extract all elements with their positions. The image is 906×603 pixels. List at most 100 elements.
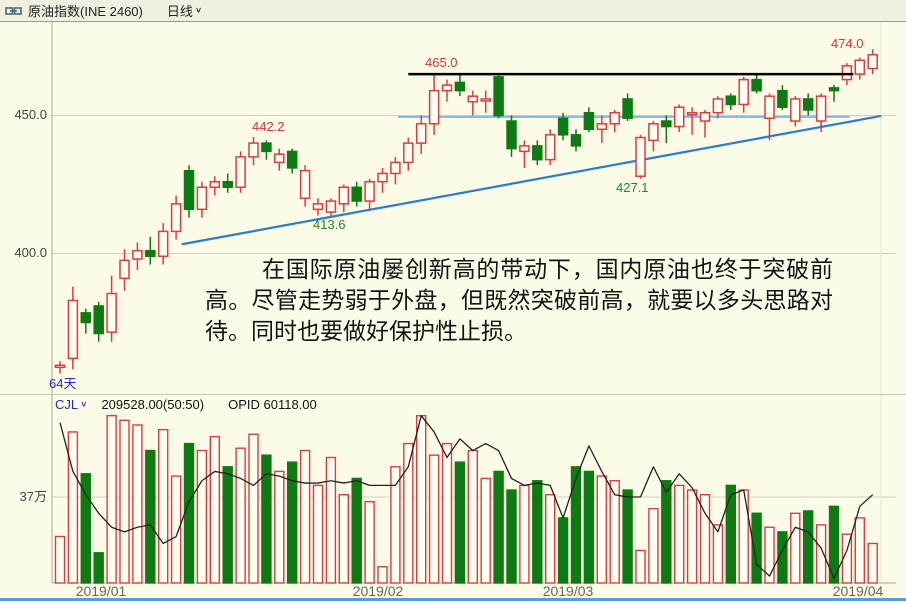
candle-body-up — [248, 142, 259, 158]
volume-bar-up — [312, 484, 324, 584]
candle-body-up — [596, 123, 608, 131]
candle-body-up — [325, 200, 337, 213]
volume-bar-up — [390, 466, 401, 584]
candle-body-down — [80, 312, 92, 324]
candle-body-down — [222, 180, 233, 189]
candle-body-up — [544, 134, 556, 161]
candle-body-up — [673, 106, 685, 128]
volume-bar-up — [248, 433, 259, 584]
candle-body-down — [506, 120, 517, 150]
period-label: 日线 — [166, 4, 193, 19]
candle-body-up — [403, 142, 414, 164]
volume-bar-down — [493, 470, 504, 584]
volume-bar-down — [80, 473, 92, 584]
candle-body-up — [209, 180, 221, 189]
annotation-peak-442: 442.2 — [252, 119, 285, 134]
volume-bar-up — [686, 489, 698, 584]
volume-bar-down — [622, 489, 633, 584]
chevron-down-icon: ∨ — [80, 400, 88, 409]
candle-body-down — [454, 81, 466, 92]
volume-bar-up — [157, 428, 169, 584]
candle-body-up — [132, 249, 143, 260]
annotation-low-427: 427.1 — [616, 180, 649, 195]
candle-body-up — [867, 54, 878, 70]
commentary-note: 在国际原油屡创新高的带动下，国内原油也终于突破前高。尽管走势弱于外盘，但既然突破… — [205, 257, 833, 344]
volume-bar-up — [299, 449, 311, 584]
volume-bar-up — [545, 493, 556, 584]
date-tick-apr: 2019/04 — [832, 583, 884, 599]
candle-body-up — [106, 292, 117, 333]
candle-body-up — [196, 186, 208, 211]
volume-bar-down — [583, 470, 595, 584]
candle-body-up — [338, 186, 350, 205]
annotation-low-413: 413.6 — [313, 217, 346, 232]
date-tick-jan: 2019/01 — [75, 583, 127, 599]
volume-bar-down — [183, 442, 195, 584]
candle-body-up — [377, 172, 388, 183]
volume-bar-up — [325, 456, 337, 584]
volume-bar-down — [222, 466, 233, 584]
candle-body-up — [686, 111, 698, 116]
volume-bar-up — [416, 414, 427, 584]
volume-bar-up — [699, 493, 711, 584]
volume-bar-up — [764, 526, 775, 584]
volume-bar-down — [287, 461, 298, 584]
candle-body-up — [54, 364, 66, 369]
price-tick-400: 400.0 — [14, 245, 47, 260]
candle-body-down — [802, 98, 814, 111]
candle-body-up — [699, 111, 711, 122]
volume-bar-down — [93, 552, 104, 584]
candle-body-up — [170, 203, 182, 233]
volume-bar-down — [725, 484, 736, 584]
volume-bar-up — [854, 517, 865, 584]
candle-body-down — [183, 169, 195, 211]
candle-body-down — [261, 142, 272, 153]
indicator-header: CJL ∨ 209528.00(50:50) OPID 60118.00 — [55, 398, 317, 412]
candle-body-up — [790, 98, 801, 122]
instrument-title: 原油指数(INE 2460) — [28, 4, 143, 19]
candle-body-down — [351, 186, 362, 202]
volume-bar-up — [648, 507, 659, 584]
date-tick-mar: 2019/03 — [542, 583, 594, 599]
chevron-down-icon: ∨ — [194, 6, 203, 15]
volume-bar-up — [441, 442, 453, 584]
candle-body-up — [441, 84, 453, 92]
period-selector[interactable]: 日线 ∨ — [167, 1, 202, 20]
opid-line — [59, 415, 874, 580]
candle-body-up — [738, 78, 749, 106]
volume-bar-up — [106, 414, 117, 584]
candle-body-up — [841, 65, 853, 81]
volume-bar-up — [119, 419, 130, 584]
candle-body-down — [570, 134, 582, 147]
candle-body-down — [93, 305, 104, 335]
date-tick-feb: 2019/02 — [352, 583, 404, 599]
candle-body-up — [119, 259, 130, 280]
candle-body-up — [764, 95, 775, 120]
volume-bar-up — [67, 431, 79, 584]
candle-body-up — [157, 230, 169, 258]
volume-bar-down — [661, 480, 672, 584]
volume-bar-up — [235, 447, 246, 584]
volume-bar-up — [54, 535, 66, 584]
candle-body-down — [493, 76, 504, 117]
candle-body-up — [480, 98, 491, 102]
volume-bar-up — [867, 542, 878, 584]
volume-bar-up — [196, 449, 208, 584]
candle-body-up — [648, 123, 659, 142]
volume-bar-up — [209, 435, 221, 584]
candle-body-up — [67, 299, 79, 360]
candle-body-up — [854, 59, 866, 75]
candle-body-up — [635, 136, 646, 177]
candle-body-down — [661, 120, 672, 128]
volume-bar-up — [480, 477, 491, 584]
volume-bar-down — [557, 517, 569, 584]
annotation-high-474: 474.0 — [831, 36, 864, 51]
volume-bar-down — [828, 505, 840, 584]
link-icon[interactable] — [5, 6, 22, 16]
price-tick-450: 450.0 — [14, 107, 47, 122]
candle-body-up — [519, 145, 530, 153]
candle-body-down — [286, 150, 298, 169]
candle-body-up — [467, 95, 479, 103]
indicator-selector[interactable]: CJL ∨ — [55, 398, 87, 412]
